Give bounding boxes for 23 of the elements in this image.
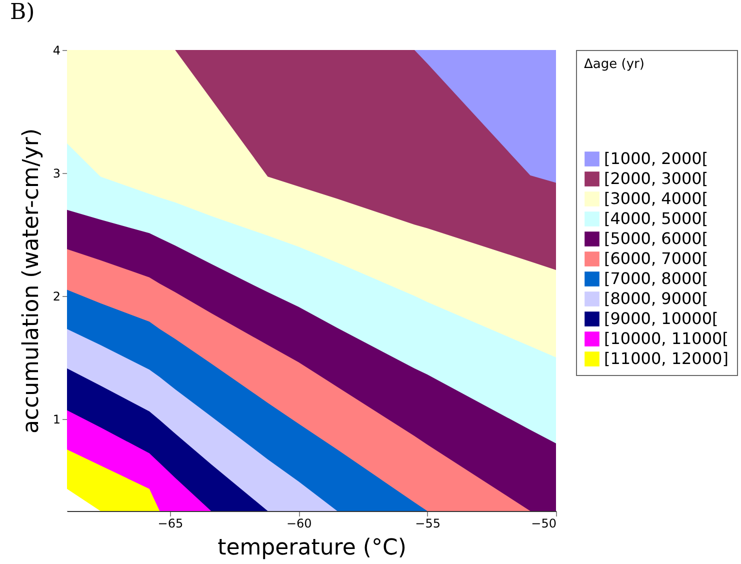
legend-title: Δage (yr) (584, 57, 644, 72)
legend-label: [1000, 2000[ (604, 149, 708, 168)
y-tick-label: 3 (52, 166, 60, 180)
y-tick-label: 4 (52, 44, 60, 58)
legend-label: [3000, 4000[ (604, 189, 708, 208)
legend-label: [5000, 6000[ (604, 229, 708, 248)
legend-label: [9000, 10000[ (604, 309, 718, 328)
x-tick-label: −65 (158, 516, 184, 530)
legend-label: [7000, 8000[ (604, 269, 708, 288)
x-axis-title: temperature (°C) (218, 536, 406, 560)
legend-label: [8000, 9000[ (604, 289, 708, 308)
legend-label: [10000, 11000[ (604, 329, 728, 348)
x-tick-label: −60 (286, 516, 312, 530)
y-tick-label: 1 (52, 412, 60, 426)
y-tick-label: 2 (52, 289, 60, 304)
legend-label: [4000, 5000[ (604, 209, 708, 228)
y-axis-title: accumulation (water-cm/yr) (18, 128, 44, 434)
x-tick-label: −55 (415, 516, 440, 530)
legend-label: [11000, 12000] (604, 349, 728, 368)
chart-title: B) (10, 0, 35, 25)
legend-label: [2000, 3000[ (604, 169, 708, 188)
x-tick-label: −50 (531, 516, 556, 530)
legend-label: [6000, 7000[ (604, 249, 708, 268)
